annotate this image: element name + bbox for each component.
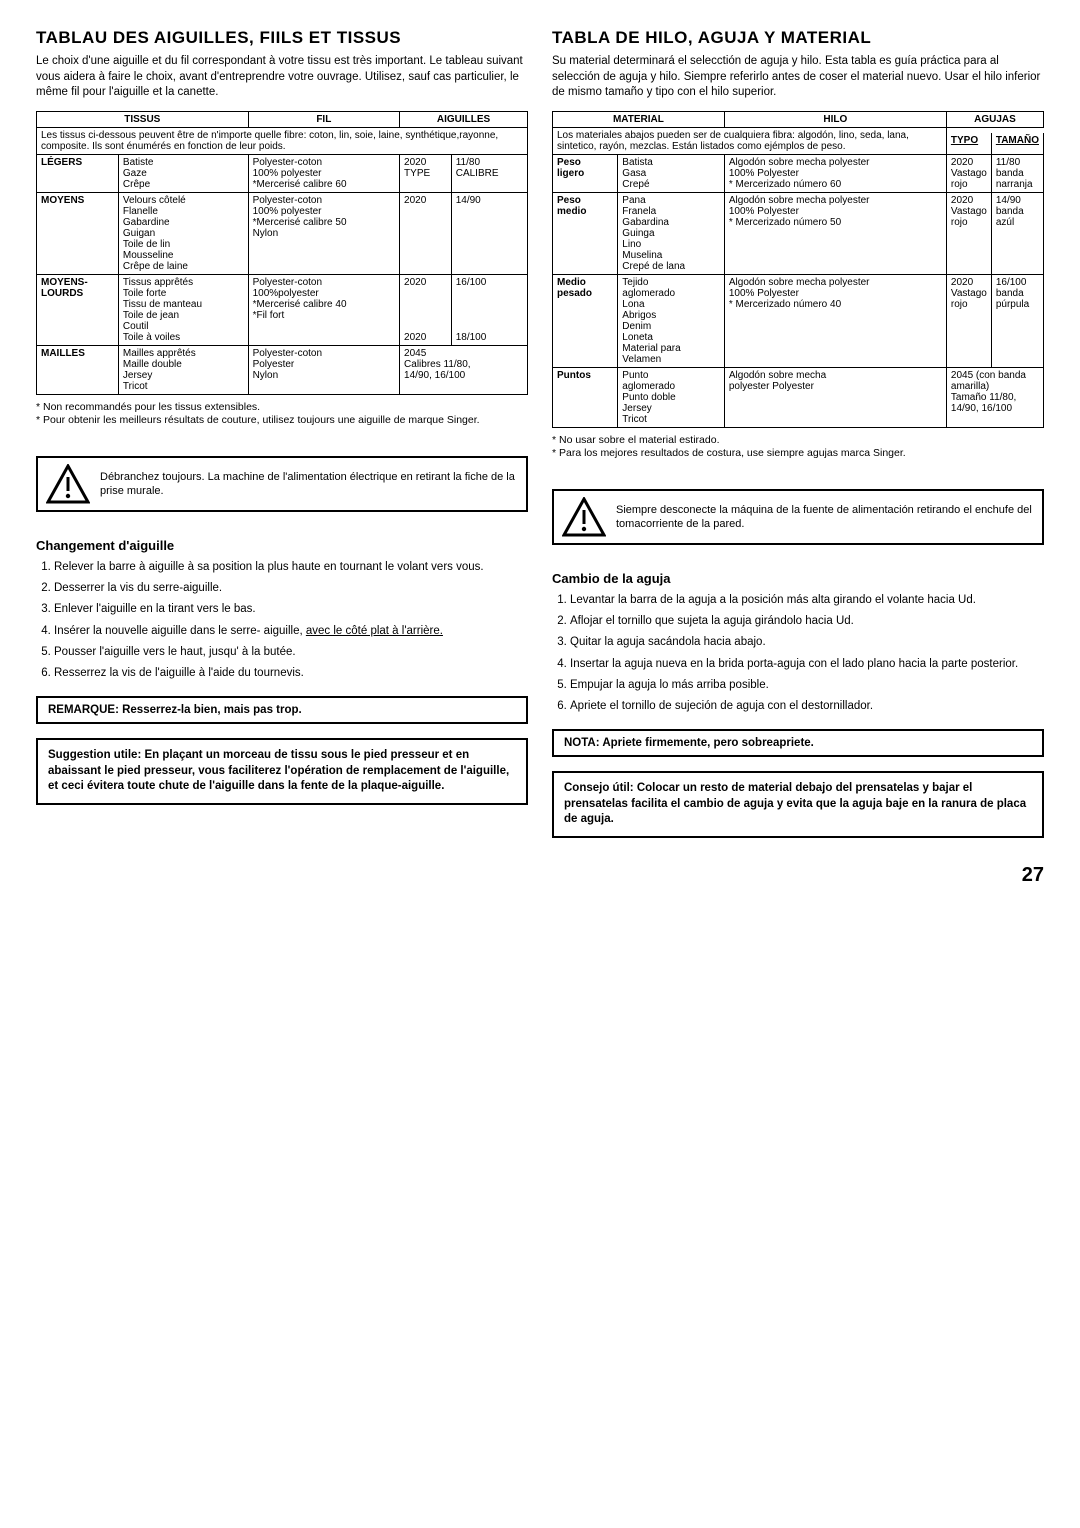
list-item: Pousser l'aiguille vers le haut, jusqu' … (54, 644, 528, 661)
left-table: TISSUS FIL AIGUILLES Les tissus ci-desso… (36, 111, 528, 395)
table-cell: Algodón sobre mecha polyester 100% Polye… (724, 154, 946, 192)
table-cell: Velours côtelé Flanelle Gabardine Guigan… (118, 192, 248, 274)
table-cell: 11/80 banda narranja (991, 154, 1043, 192)
right-sub-typo: TYPO (946, 133, 991, 154)
list-item: Relever la barre à aiguille à sa positio… (54, 559, 528, 576)
list-item: Empujar la aguja lo más arriba posible. (570, 677, 1044, 694)
left-title: TABLAU DES AIGUILLES, FIILS ET TISSUS (36, 28, 528, 48)
left-warning-box: Débranchez toujours. La machine de l'ali… (36, 456, 528, 512)
left-h3: Changement d'aiguille (36, 538, 528, 553)
table-cell: 11/80 CALIBRE (451, 154, 527, 192)
table-cell: 2020 TYPE (400, 154, 452, 192)
left-footnotes: * Non recommandés pour les tissus extens… (36, 401, 528, 428)
table-cell: 16/100 banda púrpula (991, 274, 1043, 367)
list-item: Desserrer la vis du serre-aiguille. (54, 580, 528, 597)
right-column: TABLA DE HILO, AGUJA Y MATERIAL Su mater… (552, 28, 1044, 838)
table-cell: Mailles apprêtés Maille double Jersey Tr… (118, 345, 248, 394)
list-item: Insertar la aguja nueva en la brida port… (570, 656, 1044, 673)
left-foot-0: * Non recommandés pour les tissus extens… (36, 401, 528, 415)
table-cell: 2045 (con banda amarilla) Tamaño 11/80, … (946, 367, 1043, 427)
warning-icon (562, 497, 606, 537)
table-cell: 2020 Vastago rojo (946, 154, 991, 192)
left-th-tissus: TISSUS (37, 111, 249, 127)
list-item: Quitar la aguja sacándola hacia abajo. (570, 634, 1044, 651)
right-steps: Levantar la barra de la aguja a la posic… (552, 592, 1044, 716)
right-warning-text: Siempre desconecte la máquina de la fuen… (616, 503, 1034, 532)
table-cell: Algodón sobre mecha polyester Polyester (724, 367, 946, 427)
list-item: Levantar la barra de la aguja a la posic… (570, 592, 1044, 609)
table-cell: 16/100 18/100 (451, 274, 527, 345)
table-cell: 2020 (400, 192, 452, 274)
page-number: 27 (36, 864, 1044, 887)
table-cell: Batiste Gaze Crêpe (118, 154, 248, 192)
table-row: MOYENS- LOURDS (37, 274, 119, 345)
table-cell: Algodón sobre mecha polyester 100% Polye… (724, 274, 946, 367)
table-row: Peso medio (553, 192, 618, 274)
table-cell: Pana Franela Gabardina Guinga Lino Musel… (618, 192, 725, 274)
left-note-box: REMARQUE: Resserrez-la bien, mais pas tr… (36, 696, 528, 724)
right-table-note: Los materiales abajos pueden ser de cual… (553, 127, 947, 154)
left-column: TABLAU DES AIGUILLES, FIILS ET TISSUS Le… (36, 28, 528, 838)
table-cell: 2045 Calibres 11/80, 14/90, 16/100 (400, 345, 528, 394)
list-item: Apriete el tornillo de sujeción de aguja… (570, 698, 1044, 715)
right-note-box: NOTA: Apriete firmemente, pero sobreapri… (552, 729, 1044, 757)
right-sub-tam: TAMAÑO (991, 133, 1043, 154)
right-footnotes: * No usar sobre el material estirado. * … (552, 434, 1044, 461)
right-suggest-box: Consejo útil: Colocar un resto de materi… (552, 771, 1044, 838)
list-item: Insérer la nouvelle aiguille dans le ser… (54, 623, 528, 640)
right-title: TABLA DE HILO, AGUJA Y MATERIAL (552, 28, 1044, 48)
table-cell: Tissus apprêtés Toile forte Tissu de man… (118, 274, 248, 345)
table-cell: Tejido aglomerado Lona Abrigos Denim Lon… (618, 274, 725, 367)
left-th-fil: FIL (248, 111, 399, 127)
table-row: LÉGERS (37, 154, 119, 192)
table-row: MOYENS (37, 192, 119, 274)
table-cell: Polyester-coton 100%polyester *Mercerisé… (248, 274, 399, 345)
right-h3: Cambio de la aguja (552, 571, 1044, 586)
table-row: Puntos (553, 367, 618, 427)
table-cell: Polyester-coton Polyester Nylon (248, 345, 399, 394)
left-table-note: Les tissus ci-dessous peuvent être de n'… (37, 127, 528, 154)
table-cell: 2020 Vastago rojo (946, 274, 991, 367)
table-row: MAILLES (37, 345, 119, 394)
table-cell: Batista Gasa Crepé (618, 154, 725, 192)
left-foot-1: * Pour obtenir les meilleurs résultats d… (36, 414, 528, 428)
table-cell: 2020 2020 (400, 274, 452, 345)
right-warning-box: Siempre desconecte la máquina de la fuen… (552, 489, 1044, 545)
right-foot-1: * Para los mejores resultados de costura… (552, 447, 1044, 461)
left-warning-text: Débranchez toujours. La machine de l'ali… (100, 470, 518, 499)
table-row: Peso ligero (553, 154, 618, 192)
right-intro: Su material determinará el selecctión de… (552, 54, 1044, 101)
table-cell: Punto aglomerado Punto doble Jersey Tric… (618, 367, 725, 427)
right-th-hilo: HILO (724, 111, 946, 127)
table-cell: 14/90 (451, 192, 527, 274)
right-foot-0: * No usar sobre el material estirado. (552, 434, 1044, 448)
warning-icon (46, 464, 90, 504)
table-cell: Polyester-coton 100% polyester *Merceris… (248, 192, 399, 274)
list-item: Resserrez la vis de l'aiguille à l'aide … (54, 665, 528, 682)
table-row: Medio pesado (553, 274, 618, 367)
list-item: Enlever l'aiguille en la tirant vers le … (54, 601, 528, 618)
page-columns: TABLAU DES AIGUILLES, FIILS ET TISSUS Le… (36, 28, 1044, 838)
left-steps: Relever la barre à aiguille à sa positio… (36, 559, 528, 683)
right-table: MATERIAL HILO AGUJAS Los materiales abaj… (552, 111, 1044, 428)
right-th-mat: MATERIAL (553, 111, 725, 127)
left-th-aig: AIGUILLES (400, 111, 528, 127)
list-item: Aflojar el tornillo que sujeta la aguja … (570, 613, 1044, 630)
left-suggest-box: Suggestion utile: En plaçant un morceau … (36, 738, 528, 805)
table-cell: 2020 Vastago rojo (946, 192, 991, 274)
table-cell: Polyester-coton 100% polyester *Merceris… (248, 154, 399, 192)
left-intro: Le choix d'une aiguille et du fil corres… (36, 54, 528, 101)
table-cell: 14/90 banda azúl (991, 192, 1043, 274)
right-th-aguj: AGUJAS (946, 111, 1043, 127)
table-cell: Algodón sobre mecha polyester 100% Polye… (724, 192, 946, 274)
